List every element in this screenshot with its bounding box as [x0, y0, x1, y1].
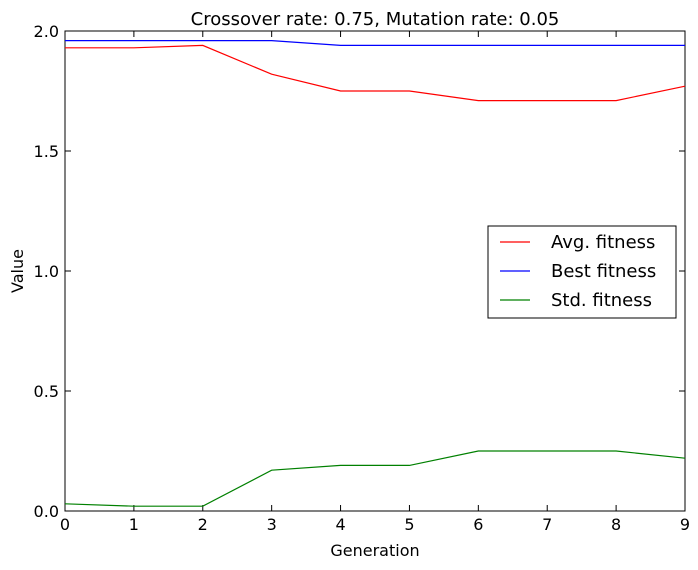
series-line-2: [64, 450, 686, 507]
x-tick-label: 8: [611, 515, 621, 534]
x-tick-label: 3: [267, 515, 277, 534]
x-tick-label: 0: [60, 515, 70, 534]
x-axis-label: Generation: [330, 541, 419, 560]
legend-label: Best fitness: [551, 261, 656, 282]
y-axis-ticks: 0.0 0.5 1.0 1.5 2.0: [34, 22, 685, 521]
y-tick-label: 1.5: [34, 142, 59, 161]
legend: Avg. fitness Best fitness Std. fitness: [487, 225, 677, 319]
y-tick-label: 0.5: [34, 382, 59, 401]
x-tick-label: 7: [542, 515, 552, 534]
x-tick-label: 5: [404, 515, 414, 534]
x-tick-label: 1: [129, 515, 139, 534]
x-tick-label: 2: [198, 515, 208, 534]
legend-box: [487, 225, 677, 319]
x-tick-label: 6: [473, 515, 483, 534]
y-tick-label: 2.0: [34, 22, 59, 41]
chart-title: Crossover rate: 0.75, Mutation rate: 0.0…: [191, 9, 560, 30]
x-tick-label: 9: [680, 515, 690, 534]
series-lines: [64, 39, 686, 507]
series-line-0: [65, 44, 686, 102]
y-tick-label: 0.0: [34, 502, 59, 521]
y-tick-label: 1.0: [34, 262, 59, 281]
legend-label: Avg. fitness: [551, 232, 655, 253]
x-axis-ticks: 0 1 2 3 4 5 6 7 8 9: [60, 31, 690, 534]
x-tick-label: 4: [335, 515, 345, 534]
series-line-1: [65, 39, 685, 47]
y-axis-label: Value: [8, 249, 27, 293]
legend-label: Std. fitness: [551, 290, 652, 311]
